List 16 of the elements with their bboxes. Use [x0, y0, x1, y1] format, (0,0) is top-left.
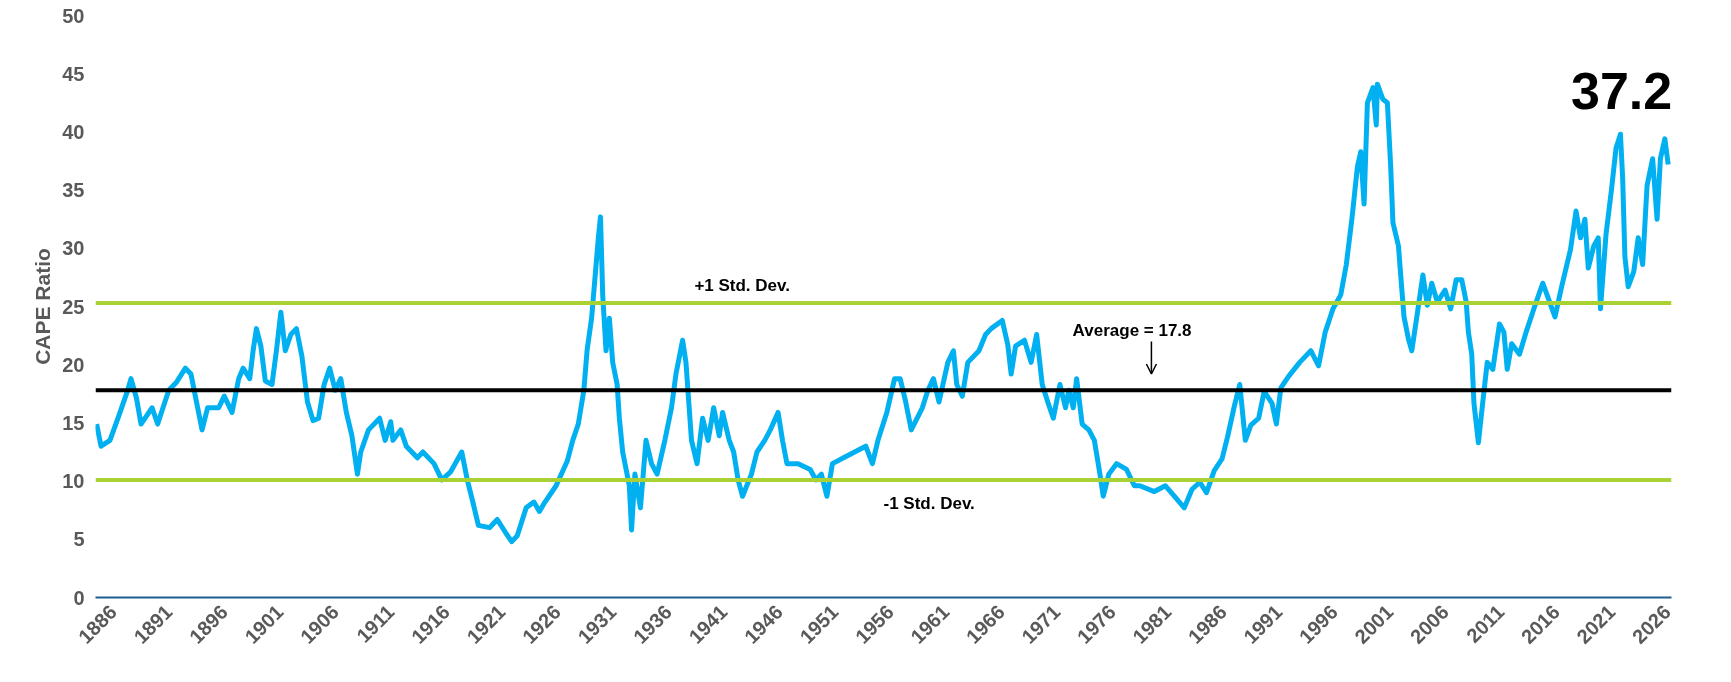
annotation: 37.2: [1570, 62, 1673, 121]
y-tick-label: 15: [62, 411, 85, 434]
ref-line-label: -1 Std. Dev.: [883, 493, 975, 513]
y-tick-label: 35: [62, 179, 85, 202]
y-axis-title: CAPE Ratio: [31, 248, 55, 365]
y-tick-label: 30: [62, 237, 85, 260]
y-tick-label: 0: [73, 586, 85, 609]
y-tick-label: 25: [62, 295, 85, 318]
ref-line-label: +1 Std. Dev.: [694, 276, 790, 296]
y-tick-label: 5: [73, 528, 85, 551]
ref-line-label: Average = 17.8: [1072, 321, 1192, 341]
y-tick-label: 20: [62, 353, 85, 376]
y-tick-label: 45: [62, 62, 85, 85]
y-tick-label: 50: [62, 4, 85, 27]
y-tick-label: 10: [62, 470, 85, 493]
y-tick-label: 40: [62, 120, 85, 143]
